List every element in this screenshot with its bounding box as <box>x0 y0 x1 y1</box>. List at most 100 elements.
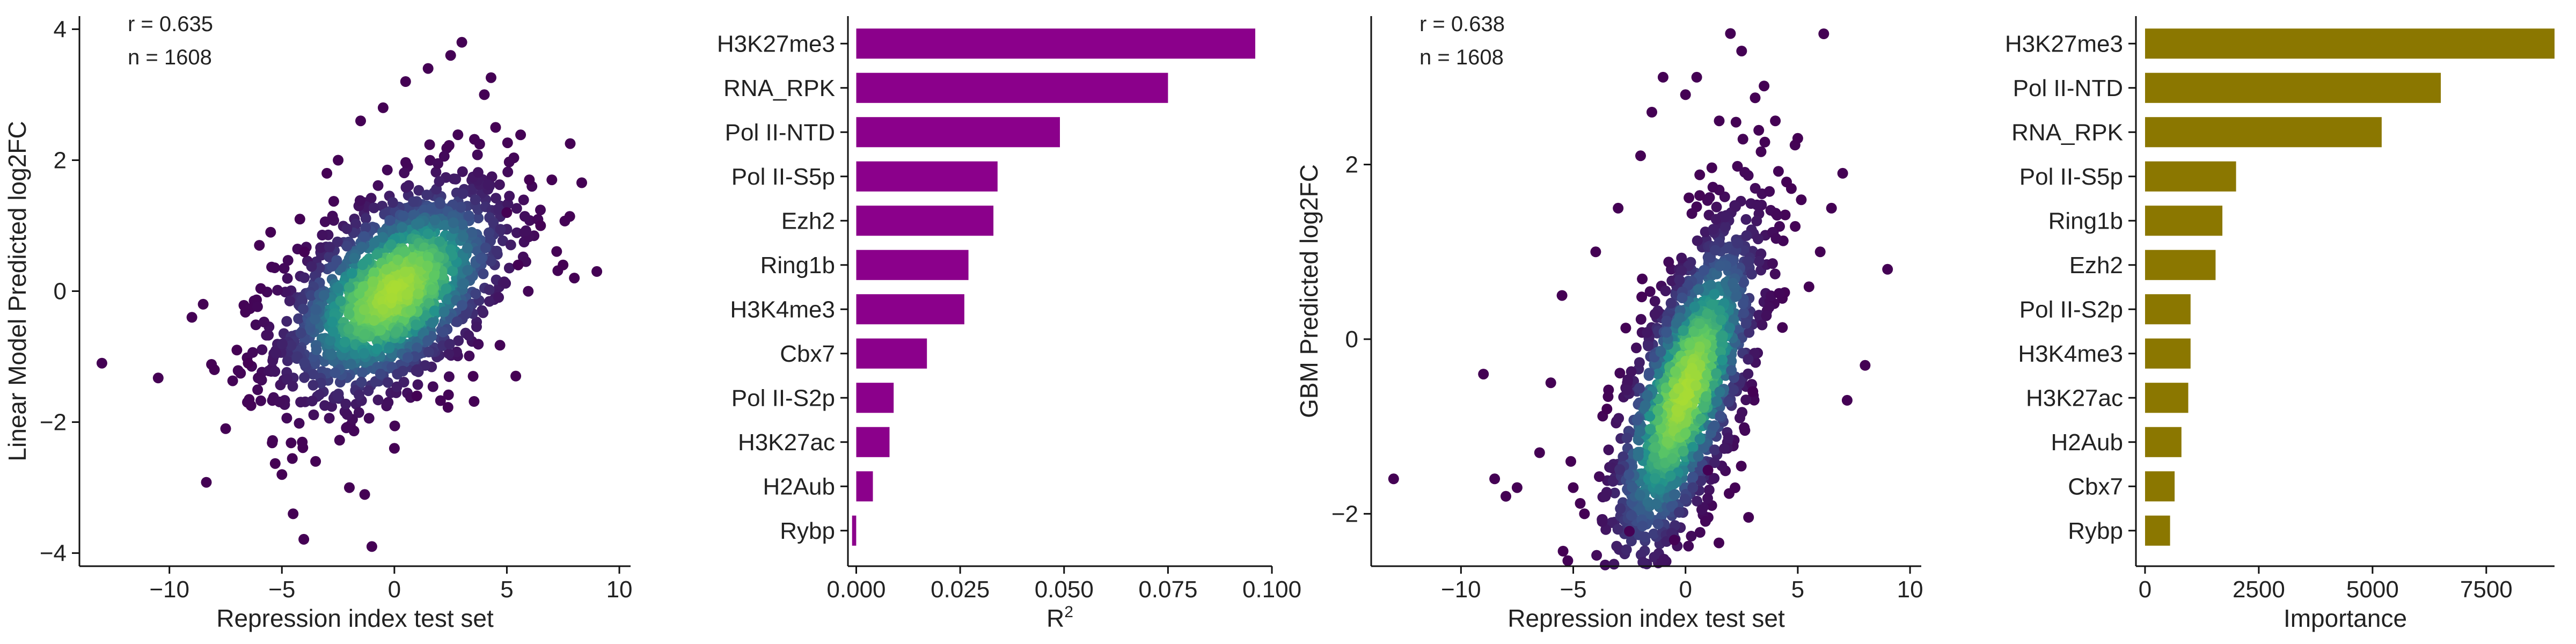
scatter-point <box>1678 445 1689 457</box>
x-axis-title: R2 <box>1046 603 1073 632</box>
scatter-point <box>281 316 292 327</box>
scatter-point <box>281 413 292 424</box>
scatter-point <box>478 268 489 280</box>
scatter-point <box>1673 507 1685 518</box>
scatter-point <box>311 344 322 355</box>
scatter-point <box>473 213 484 224</box>
bar <box>2145 338 2191 369</box>
scatter-point <box>467 371 479 382</box>
scatter-point <box>201 477 212 488</box>
scatter-point <box>500 277 511 289</box>
bar <box>856 338 927 369</box>
scatter-point <box>1676 252 1687 264</box>
scatter-point <box>366 541 377 552</box>
y-tick-label: 0 <box>1345 326 1358 353</box>
scatter-point <box>1717 354 1728 365</box>
scatter-point <box>1612 524 1623 535</box>
scatter-point <box>282 273 293 284</box>
scatter-point <box>1719 443 1730 454</box>
bar <box>856 427 890 457</box>
scatter-point <box>356 376 367 387</box>
scatter-point <box>1725 28 1736 39</box>
scatter-point <box>1651 499 1662 509</box>
scatter-point <box>274 396 285 407</box>
scatter-point <box>1649 451 1660 462</box>
scatter-point <box>457 231 469 242</box>
scatter-point <box>504 191 515 202</box>
category-label: H3K27me3 <box>2005 31 2123 57</box>
scatter-point <box>331 255 342 266</box>
scatter-point <box>470 194 481 206</box>
scatter-point <box>422 252 434 263</box>
scatter-point <box>1693 451 1704 462</box>
scatter-point <box>257 344 268 355</box>
scatter-point <box>324 413 335 424</box>
scatter-point <box>1691 71 1702 83</box>
y-tick-label: −4 <box>40 540 67 567</box>
scatter-point <box>339 336 350 348</box>
scatter-point <box>292 351 303 362</box>
scatter-point <box>358 348 370 359</box>
scatter-point <box>463 210 474 222</box>
scatter-point <box>502 137 513 149</box>
scatter-point <box>488 217 499 228</box>
scatter-point <box>1814 246 1826 258</box>
scatter-point <box>434 236 445 247</box>
scatter-point <box>1694 341 1705 353</box>
scatter-point <box>341 422 353 433</box>
scatter-point <box>1614 464 1626 475</box>
scatter-point <box>505 239 516 251</box>
scatter-point <box>1708 224 1719 235</box>
scatter-point <box>1759 80 1770 92</box>
scatter-point <box>1711 368 1722 379</box>
scatter-point <box>332 391 343 402</box>
scatter-point <box>357 259 368 270</box>
x-tick-label: −5 <box>268 576 295 603</box>
scatter-point <box>282 255 294 266</box>
scatter-point <box>356 241 368 253</box>
correlation-annotation: r = 0.635 <box>128 12 213 36</box>
category-label: Pol II-S2p <box>2019 296 2123 323</box>
scatter-point <box>1673 383 1684 394</box>
scatter-point <box>1652 405 1664 416</box>
scatter-point <box>299 357 310 369</box>
scatter-point <box>1707 351 1718 362</box>
scatter-point <box>306 261 317 272</box>
scatter-point <box>341 240 353 252</box>
scatter-point <box>1621 544 1632 555</box>
scatter-point <box>254 240 265 251</box>
scatter-point <box>294 418 305 429</box>
scatter-point <box>1640 531 1651 543</box>
scatter-point <box>1736 46 1747 57</box>
bar <box>2145 161 2236 192</box>
scatter-point <box>1751 215 1762 226</box>
scatter-point <box>1614 368 1626 379</box>
x-tick-label: 0.075 <box>1138 576 1197 603</box>
scatter-point <box>286 340 297 351</box>
scatter-point <box>306 396 318 407</box>
scatter-point <box>1744 327 1755 338</box>
scatter-point <box>1621 384 1633 396</box>
y-tick-label: 0 <box>54 279 67 305</box>
scatter-point <box>1658 554 1670 565</box>
scatter-point <box>453 335 464 346</box>
scatter-point <box>297 303 309 314</box>
bar <box>2145 515 2170 546</box>
scatter-point <box>1714 537 1724 548</box>
scatter-point <box>513 259 524 270</box>
scatter-point <box>1489 473 1501 485</box>
scatter-point <box>434 176 445 187</box>
bar <box>856 471 873 502</box>
scatter-point <box>293 313 304 324</box>
correlation-annotation: r = 0.638 <box>1419 12 1505 36</box>
scatter-point <box>1790 221 1801 232</box>
scatter-point <box>551 246 562 257</box>
scatter-point <box>1667 453 1678 464</box>
scatter-point <box>1545 377 1556 389</box>
scatter-point <box>299 246 310 258</box>
scatter-point <box>1732 160 1743 172</box>
scatter-point <box>240 306 251 318</box>
bar <box>2145 72 2441 103</box>
scatter-point <box>1626 366 1637 377</box>
scatter-point <box>297 294 308 305</box>
